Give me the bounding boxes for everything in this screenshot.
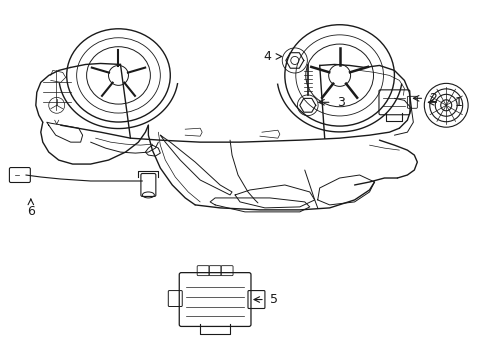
Text: 6: 6 xyxy=(27,205,35,219)
Text: 2: 2 xyxy=(428,92,436,105)
Text: 3: 3 xyxy=(336,96,344,109)
Text: 4: 4 xyxy=(263,50,270,63)
Text: 5: 5 xyxy=(269,293,277,306)
Text: 1: 1 xyxy=(453,96,461,109)
